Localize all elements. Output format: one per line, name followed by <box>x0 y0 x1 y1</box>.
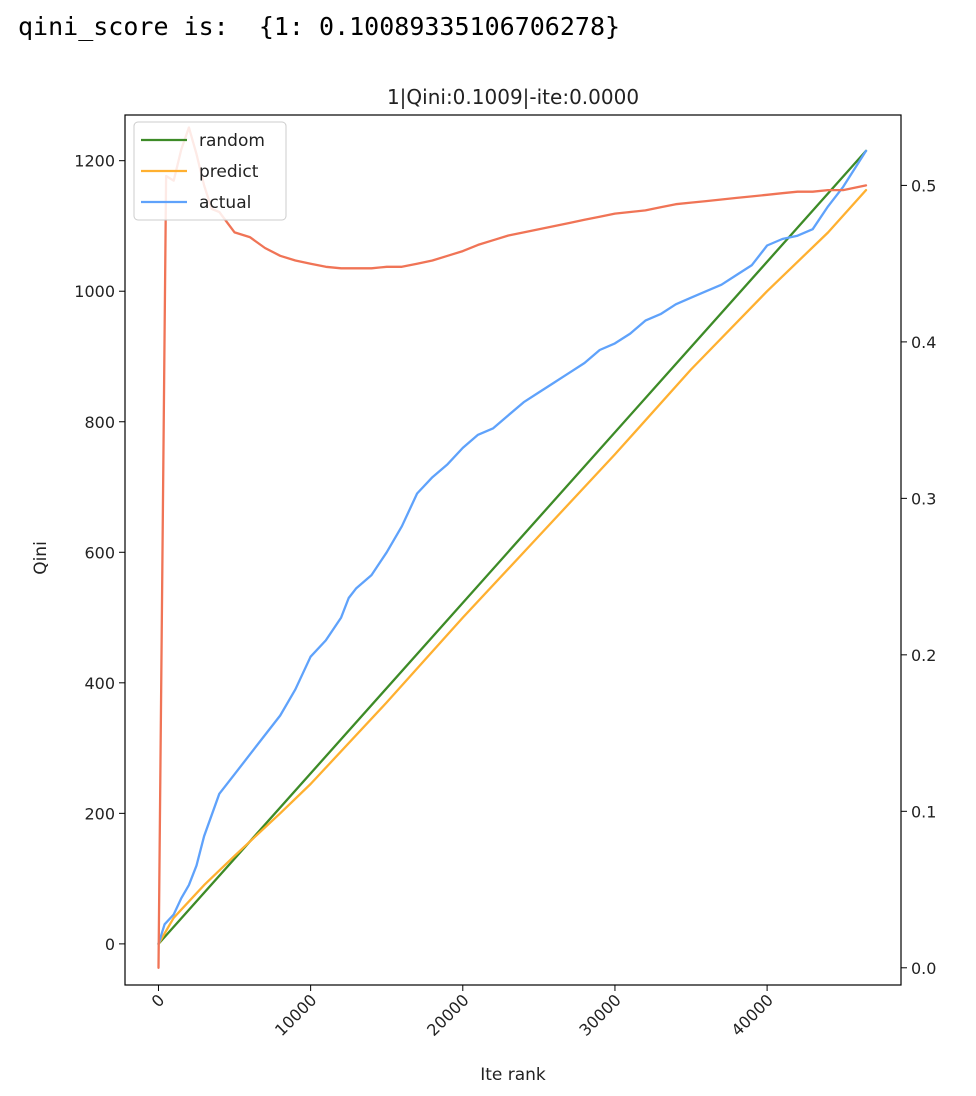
legend-box <box>133 121 287 221</box>
legend-label-actual: actual <box>199 193 251 213</box>
series-line-actual <box>157 149 868 946</box>
y2-tick-label: 0.3 <box>911 489 936 508</box>
legend-label-random: random <box>199 131 265 151</box>
legend: random predict actual <box>133 121 287 221</box>
tick-layer: 0 10000 20000 30000 40000 0 200 400 600 800 1000 12… <box>74 152 936 1040</box>
x-tick-label: 20000 <box>423 990 472 1039</box>
console-output: qini_score is: {1: 0.10089335106706278} <box>18 12 621 41</box>
y-tick-label: 400 <box>84 674 115 693</box>
y-tick-label: 200 <box>84 804 115 823</box>
y2-tick-label: 0.4 <box>911 333 936 352</box>
series-layer <box>157 126 868 969</box>
series-line-predict <box>157 188 868 946</box>
x-axis-label: Ite rank <box>480 1065 546 1085</box>
y-tick-label: 1200 <box>74 152 115 171</box>
y-tick-label: 600 <box>84 543 115 562</box>
plot-frame <box>124 114 902 986</box>
y2-tick-label: 0.0 <box>911 959 936 978</box>
x-tick-label: 0 <box>148 990 169 1011</box>
y2-tick-label: 0.2 <box>911 646 936 665</box>
y2-tick-label: 0.5 <box>911 176 936 195</box>
y2-tick-label: 0.1 <box>911 802 936 821</box>
x-tick-label: 40000 <box>727 990 776 1039</box>
x-tick-label: 30000 <box>575 990 624 1039</box>
y-axis-label: Qini <box>31 541 51 575</box>
legend-label-predict: predict <box>199 162 259 182</box>
y-tick-label: 0 <box>105 935 115 954</box>
y-tick-label: 1000 <box>74 282 115 301</box>
series-line-random <box>157 149 868 946</box>
x-tick-label: 10000 <box>271 990 320 1039</box>
y-tick-label: 800 <box>84 413 115 432</box>
chart-title: 1|Qini:0.1009|-ite:0.0000 <box>387 85 639 109</box>
